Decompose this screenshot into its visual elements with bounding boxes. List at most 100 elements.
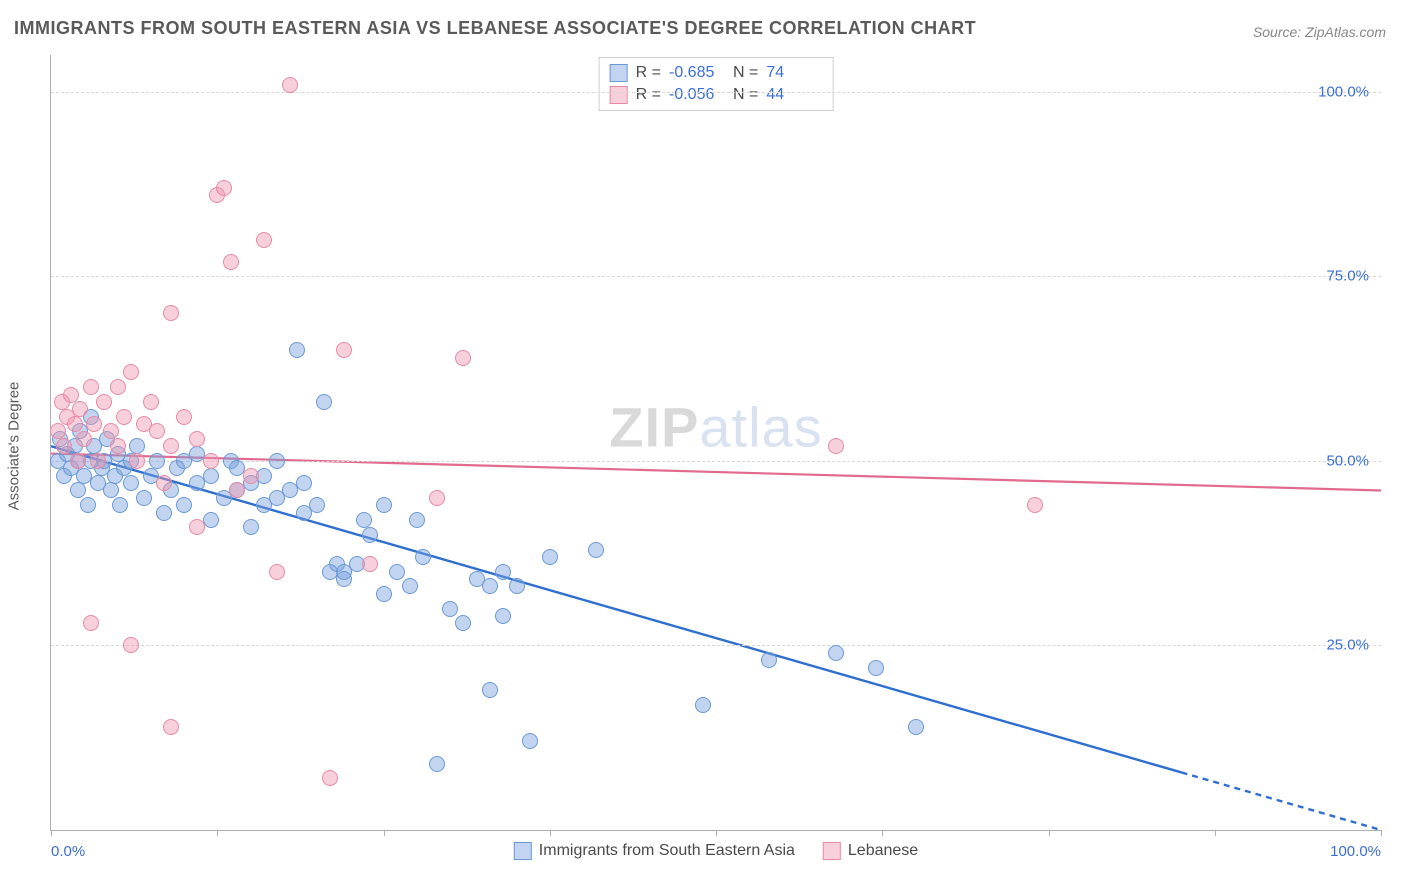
- plot-area: ZIPatlas R =-0.685N =74R =-0.056N =44 0.…: [50, 55, 1381, 831]
- data-point-leb: [110, 379, 126, 395]
- x-tick: [217, 830, 218, 836]
- data-point-sea: [136, 490, 152, 506]
- data-point-leb: [163, 305, 179, 321]
- data-point-leb: [256, 232, 272, 248]
- legend-label: Immigrants from South Eastern Asia: [539, 842, 795, 860]
- data-point-sea: [80, 497, 96, 513]
- data-point-leb: [223, 254, 239, 270]
- legend-item-sea: Immigrants from South Eastern Asia: [514, 842, 795, 860]
- data-point-leb: [96, 394, 112, 410]
- data-point-leb: [282, 77, 298, 93]
- data-point-leb: [70, 453, 86, 469]
- source-attribution: Source: ZipAtlas.com: [1253, 24, 1386, 40]
- swatch-sea-icon: [514, 842, 532, 860]
- data-point-sea: [415, 549, 431, 565]
- data-point-leb: [163, 719, 179, 735]
- swatch-leb-icon: [610, 86, 628, 104]
- y-tick-label: 25.0%: [1326, 637, 1369, 654]
- stats-r-label: R =: [636, 84, 661, 106]
- x-tick: [716, 830, 717, 836]
- data-point-leb: [455, 350, 471, 366]
- data-point-leb: [143, 394, 159, 410]
- data-point-leb: [63, 387, 79, 403]
- data-point-sea: [309, 497, 325, 513]
- data-point-leb: [156, 475, 172, 491]
- data-point-leb: [72, 401, 88, 417]
- data-point-sea: [442, 601, 458, 617]
- gridline: [51, 92, 1381, 93]
- trend-line-sea-dashed: [1182, 772, 1382, 830]
- legend: Immigrants from South Eastern Asia Lebane…: [514, 842, 918, 860]
- data-point-sea: [509, 578, 525, 594]
- swatch-sea-icon: [610, 64, 628, 82]
- chart-title: IMMIGRANTS FROM SOUTH EASTERN ASIA VS LE…: [14, 18, 976, 39]
- data-point-leb: [269, 564, 285, 580]
- x-tick-min: 0.0%: [51, 843, 85, 860]
- data-point-leb: [129, 453, 145, 469]
- data-point-sea: [316, 394, 332, 410]
- data-point-sea: [176, 497, 192, 513]
- data-point-leb: [56, 438, 72, 454]
- data-point-leb: [189, 519, 205, 535]
- data-point-sea: [409, 512, 425, 528]
- data-point-sea: [296, 475, 312, 491]
- data-point-sea: [588, 542, 604, 558]
- watermark-atlas: atlas: [699, 396, 822, 459]
- stats-r-value: -0.056: [669, 84, 725, 106]
- data-point-sea: [156, 505, 172, 521]
- data-point-sea: [376, 497, 392, 513]
- stats-r-value: -0.685: [669, 62, 725, 84]
- stats-row-sea: R =-0.685N =74: [610, 62, 823, 84]
- data-point-leb: [116, 409, 132, 425]
- data-point-leb: [243, 468, 259, 484]
- stats-n-value: 74: [766, 62, 822, 84]
- data-point-leb: [429, 490, 445, 506]
- legend-label: Lebanese: [848, 842, 918, 860]
- stats-n-label: N =: [733, 84, 758, 106]
- data-point-leb: [336, 342, 352, 358]
- data-point-sea: [542, 549, 558, 565]
- data-point-leb: [189, 431, 205, 447]
- data-point-leb: [203, 453, 219, 469]
- stats-r-label: R =: [636, 62, 661, 84]
- data-point-sea: [482, 578, 498, 594]
- data-point-leb: [67, 416, 83, 432]
- x-tick: [550, 830, 551, 836]
- data-point-sea: [761, 652, 777, 668]
- y-tick-label: 100.0%: [1318, 83, 1369, 100]
- data-point-sea: [455, 615, 471, 631]
- data-point-leb: [110, 438, 126, 454]
- x-tick: [1381, 830, 1382, 836]
- data-point-sea: [70, 482, 86, 498]
- data-point-sea: [269, 453, 285, 469]
- data-point-leb: [103, 423, 119, 439]
- data-point-sea: [868, 660, 884, 676]
- data-point-sea: [149, 453, 165, 469]
- data-point-leb: [1027, 497, 1043, 513]
- data-point-sea: [828, 645, 844, 661]
- x-tick-max: 100.0%: [1330, 843, 1381, 860]
- data-point-sea: [389, 564, 405, 580]
- data-point-sea: [356, 512, 372, 528]
- source-name: ZipAtlas.com: [1305, 24, 1386, 40]
- data-point-sea: [908, 719, 924, 735]
- legend-item-leb: Lebanese: [823, 842, 918, 860]
- x-tick: [1049, 830, 1050, 836]
- y-axis-label: Associate's Degree: [6, 382, 23, 511]
- stats-n-value: 44: [766, 84, 822, 106]
- data-point-sea: [123, 475, 139, 491]
- stats-row-leb: R = -0.056 N = 44: [610, 84, 823, 106]
- data-point-leb: [362, 556, 378, 572]
- y-tick-label: 75.0%: [1326, 268, 1369, 285]
- data-point-sea: [112, 497, 128, 513]
- watermark-zip: ZIP: [609, 396, 699, 459]
- data-point-leb: [90, 453, 106, 469]
- data-point-sea: [203, 468, 219, 484]
- data-point-leb: [163, 438, 179, 454]
- x-tick: [384, 830, 385, 836]
- data-point-leb: [828, 438, 844, 454]
- data-point-leb: [50, 423, 66, 439]
- trend-lines-layer: [51, 55, 1381, 830]
- data-point-sea: [129, 438, 145, 454]
- data-point-sea: [482, 682, 498, 698]
